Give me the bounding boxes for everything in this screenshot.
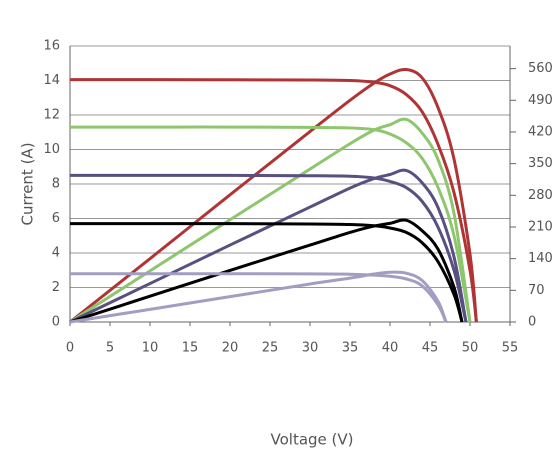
curve [69, 168, 468, 324]
y2-tick-label: 210 [528, 219, 553, 234]
x-tick-label: 20 [222, 341, 239, 356]
x-tick-label: 40 [382, 341, 399, 356]
curve [70, 272, 448, 323]
curve [69, 218, 464, 324]
y-tick-label: 10 [43, 142, 60, 157]
y2-tick-label: 560 [528, 61, 553, 76]
curve [69, 117, 472, 324]
x-tick-label: 30 [302, 341, 319, 356]
y-tick-label: 14 [43, 73, 60, 88]
x-tick-label: 50 [462, 341, 479, 356]
y2-tick-label: 350 [528, 156, 553, 171]
x-tick-label: 55 [502, 341, 519, 356]
curve [69, 270, 448, 324]
x-tick-label: 10 [142, 341, 159, 356]
x-tick-label: 35 [342, 341, 359, 356]
curve [70, 125, 472, 323]
x-tick-label: 0 [66, 341, 74, 356]
curve [69, 173, 468, 323]
y-tick-label: 12 [43, 108, 60, 123]
y-tick-label: 0 [52, 315, 60, 330]
y2-tick-label: 140 [528, 251, 553, 266]
y2-tick-label: 490 [528, 93, 553, 108]
x-tick-label: 5 [106, 341, 114, 356]
y2-tick-label: 420 [528, 124, 553, 139]
y2-tick-label: 0 [528, 315, 536, 330]
x-tick-label: 15 [182, 341, 199, 356]
x-axis-title: Voltage (V) [271, 431, 354, 449]
x-tick-label: 45 [422, 341, 439, 356]
y2-tick-label: 70 [528, 283, 545, 298]
curve [69, 67, 478, 324]
y-axis-title: Current (A) [19, 142, 37, 225]
y-tick-label: 6 [52, 211, 60, 226]
y-tick-label: 16 [43, 39, 60, 54]
y-tick-label: 4 [52, 246, 60, 261]
curve [69, 78, 478, 323]
y-tick-label: 8 [52, 177, 60, 192]
y-tick-label: 2 [52, 280, 60, 295]
x-tick-label: 25 [262, 341, 279, 356]
y2-tick-label: 280 [528, 188, 553, 203]
